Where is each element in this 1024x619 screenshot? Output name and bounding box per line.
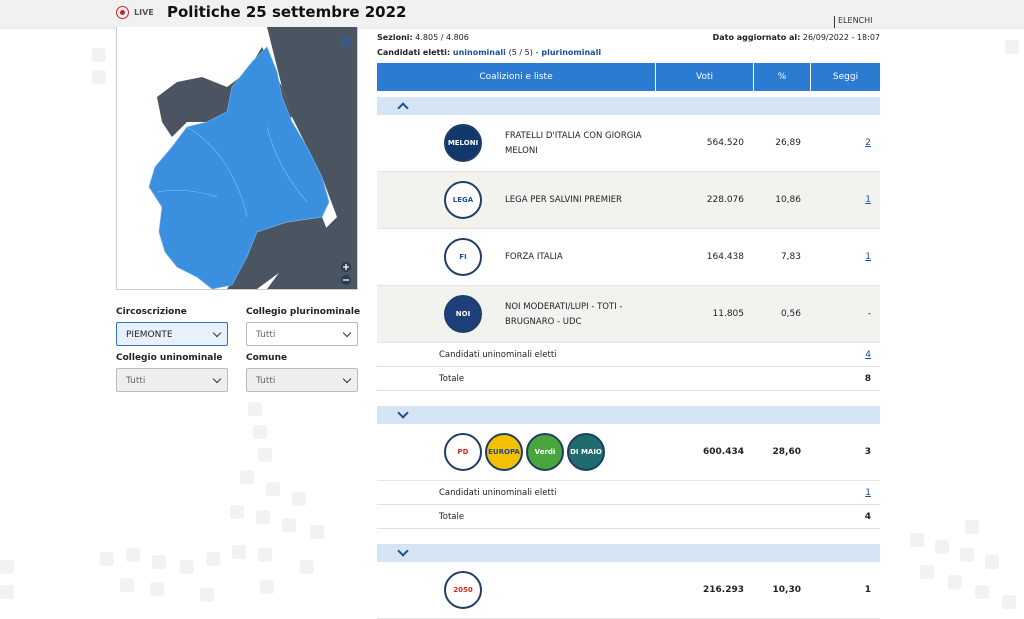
filter-select[interactable]: PIEMONTE — [116, 322, 228, 346]
list-name: FORZA ITALIA — [505, 252, 563, 262]
votes: 164.438 — [706, 252, 744, 262]
list-name: LEGA PER SALVINI PREMIER — [505, 195, 622, 205]
uninominali-link[interactable]: uninominali — [452, 48, 506, 57]
updated-label: Dato aggiornato al: — [712, 33, 801, 42]
chevron — [397, 102, 409, 114]
votes: 216.293 — [703, 585, 744, 595]
filter-label: Comune — [246, 353, 288, 363]
seats[interactable]: 1 — [865, 195, 871, 205]
party-logo: MELONI — [444, 124, 482, 162]
percent: 0,56 — [780, 309, 801, 319]
filter-select[interactable]: Tutti — [246, 368, 358, 392]
seats[interactable]: 2 — [865, 138, 871, 148]
refresh-icon[interactable] — [341, 37, 351, 47]
separator: - — [535, 48, 539, 57]
votes: 11.805 — [712, 309, 745, 319]
party-logo: EUROPA — [485, 433, 523, 471]
party-logo: DI MAIO — [567, 433, 605, 471]
updated-value: 26/09/2022 - 18:07 — [802, 33, 880, 42]
live-label: LIVE — [134, 8, 154, 17]
filter-label: Collegio plurinominale — [246, 307, 361, 317]
percent: 28,60 — [772, 447, 801, 457]
seats: 3 — [864, 447, 871, 457]
map-box — [116, 27, 358, 290]
top-bar — [0, 0, 1024, 27]
eletti: Candidati eletti: uninominali (5 / 5) - … — [377, 48, 601, 57]
party-logo: Verdi — [526, 433, 564, 471]
filter-select[interactable]: Tutti — [246, 322, 358, 346]
percent: 26,89 — [775, 138, 801, 148]
summary-label: Candidati uninominali eletti — [439, 350, 557, 360]
summary-label: Totale — [439, 512, 465, 522]
sezioni: Sezioni: 4.805 / 4.806 — [377, 33, 469, 42]
summary-label: Totale — [439, 374, 465, 384]
summary-row — [377, 367, 880, 391]
chevron — [397, 407, 409, 419]
column-header: Coalizioni e liste — [479, 72, 553, 82]
column-header: Voti — [655, 63, 753, 91]
column-header: % — [753, 63, 810, 91]
zoom-icons — [343, 264, 349, 281]
map — [148, 27, 357, 289]
eletti-label: Candidati eletti: — [377, 48, 451, 57]
plurinominali-link[interactable]: plurinominali — [541, 48, 602, 57]
party-logo: FI — [444, 238, 482, 276]
map-region — [227, 217, 332, 289]
filter-label: Collegio uninominale — [116, 353, 223, 363]
summary-value[interactable]: 1 — [865, 488, 871, 498]
seats: - — [867, 309, 871, 319]
votes: 600.434 — [703, 447, 744, 457]
percent: 10,30 — [772, 585, 801, 595]
votes: 564.520 — [706, 138, 744, 148]
filter-select[interactable]: Tutti — [116, 368, 228, 392]
percent: 7,83 — [780, 252, 801, 262]
group-toggle[interactable] — [377, 97, 880, 115]
filter-label: Circoscrizione — [116, 307, 187, 317]
summary-label: Candidati uninominali eletti — [439, 488, 557, 498]
column-header: Seggi — [810, 63, 880, 91]
sezioni-value: 4.805 / 4.806 — [415, 33, 469, 42]
eletti-count: (5 / 5) — [508, 48, 533, 57]
updated: Dato aggiornato al: 26/09/2022 - 18:07 — [713, 33, 880, 42]
votes: 228.076 — [706, 195, 744, 205]
list-name: NOI MODERATI/LUPI - TOTI - BRUGNARO - UD… — [505, 301, 623, 327]
party-logo: PD — [444, 433, 482, 471]
summary-row — [377, 505, 880, 529]
map-borders — [156, 126, 308, 218]
map-region-piemonte — [148, 46, 330, 289]
summary-value: 4 — [864, 512, 871, 522]
party-logo: 2050 — [444, 571, 482, 609]
summary-value: 8 — [864, 374, 871, 384]
chevron — [397, 545, 409, 557]
sezioni-label: Sezioni: — [377, 33, 413, 42]
summary-row — [377, 343, 880, 367]
map-region — [267, 27, 357, 289]
seats[interactable]: 1 — [865, 252, 871, 262]
nav-link[interactable]: ELENCHI — [834, 16, 873, 28]
list-name: FRATELLI D'ITALIA CON GIORGIA MELONI — [505, 130, 642, 156]
live-icon — [116, 6, 129, 19]
party-logo: NOI — [444, 295, 482, 333]
summary-value[interactable]: 4 — [865, 350, 871, 360]
group-toggle[interactable] — [377, 406, 880, 424]
seats: 1 — [864, 585, 871, 595]
page-title: Politiche 25 settembre 2022 — [167, 3, 407, 21]
percent: 10,86 — [775, 195, 801, 205]
group-toggle[interactable] — [377, 544, 880, 562]
summary-row — [377, 481, 880, 505]
party-logo: LEGA — [444, 181, 482, 219]
table-header-bg — [377, 63, 880, 91]
